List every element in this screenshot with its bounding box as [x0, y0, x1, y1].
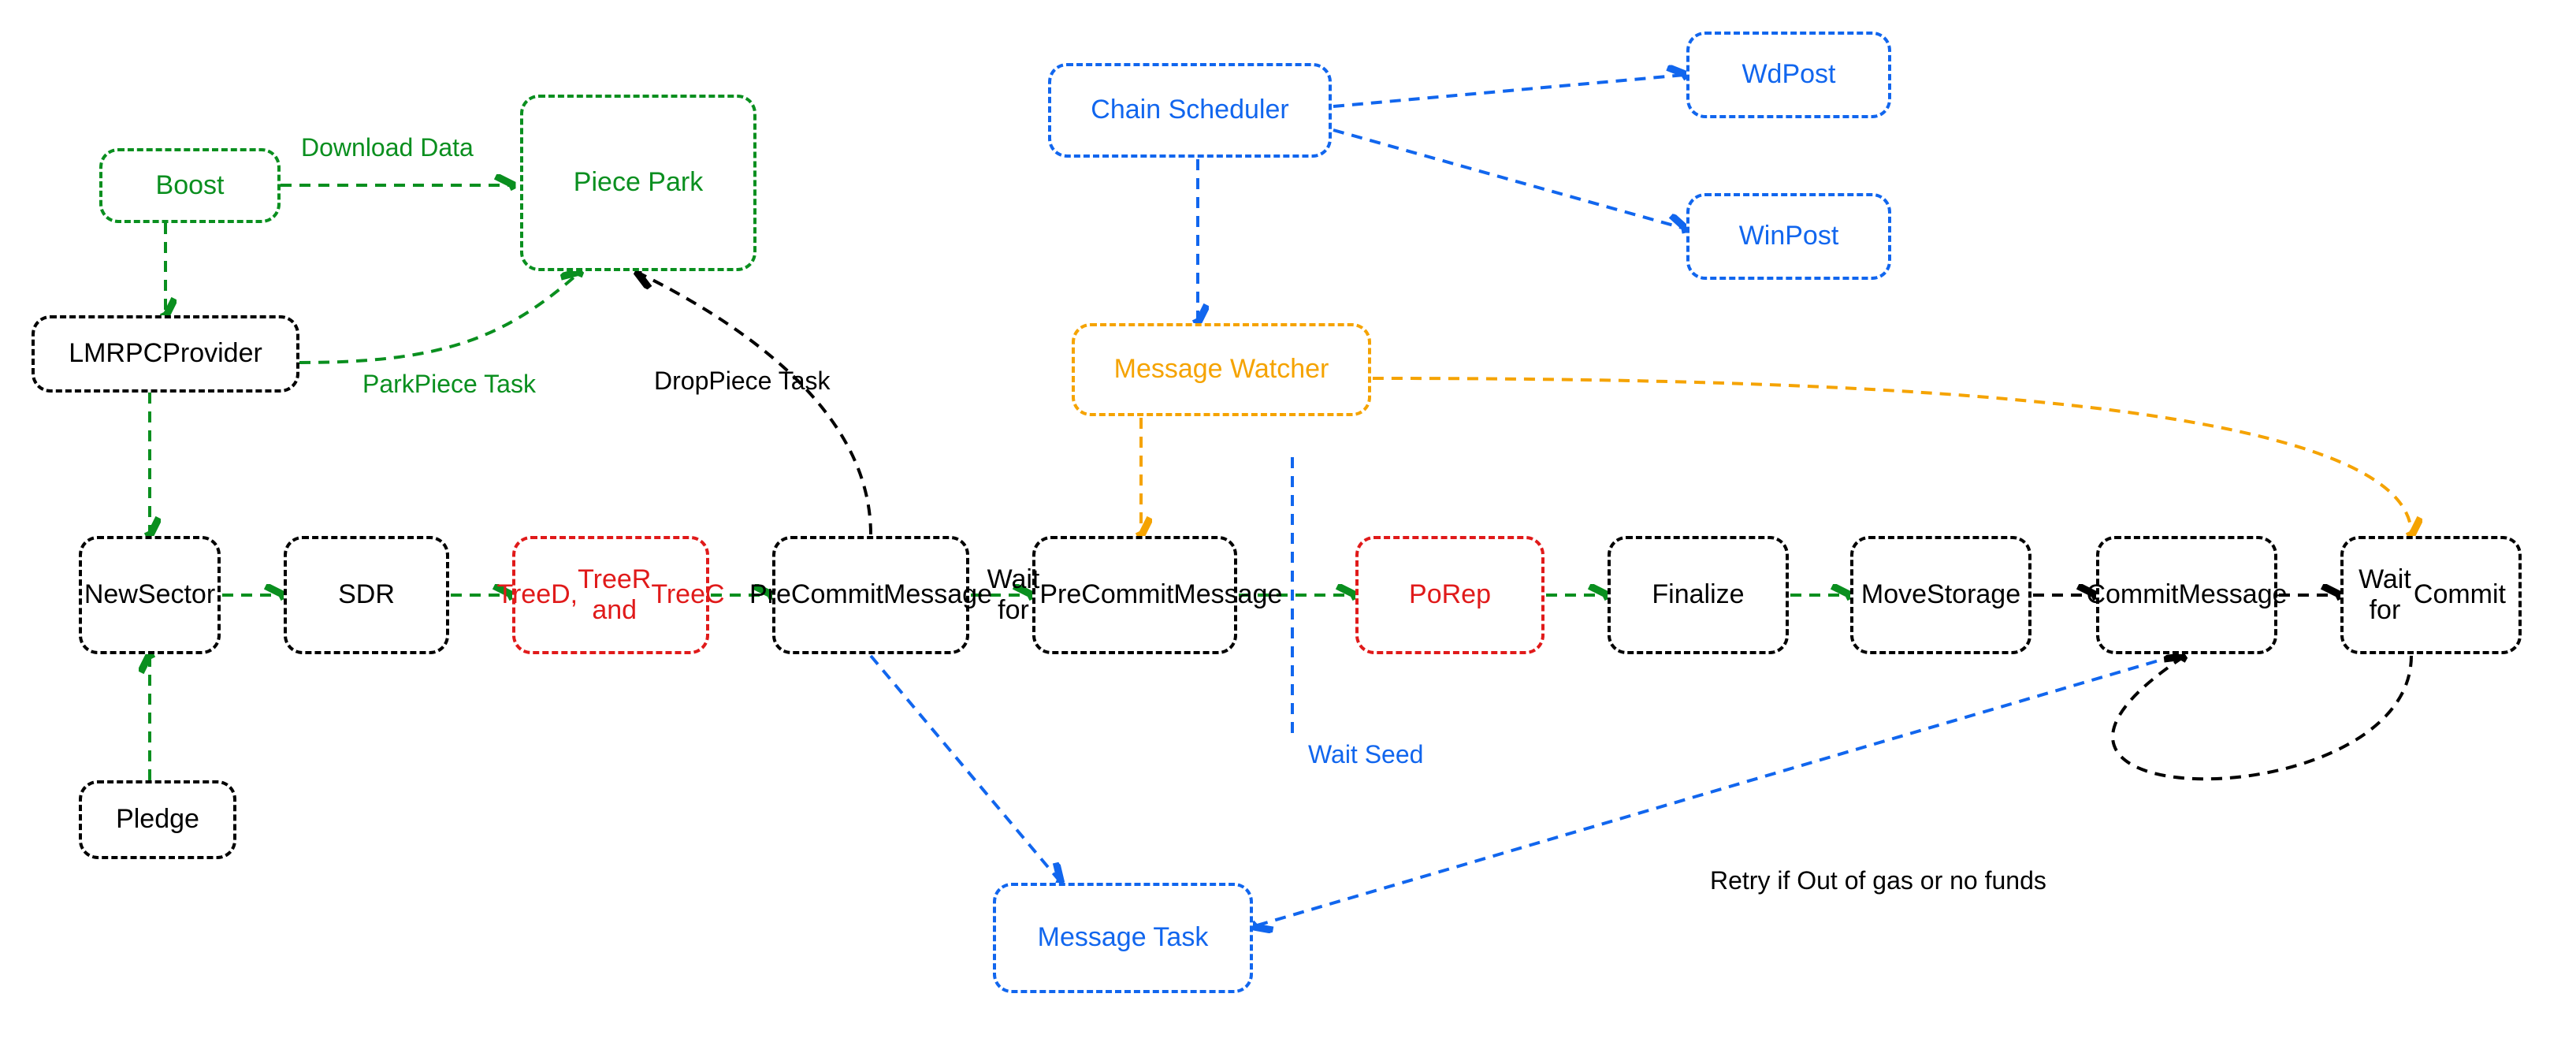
node-sdr: SDR: [284, 536, 449, 654]
node-boost: Boost: [99, 148, 281, 223]
node-treedrc: TreeD,TreeR andTreeC: [512, 536, 709, 654]
edge-precommit-msgtask: [871, 656, 1060, 881]
node-finalize: Finalize: [1608, 536, 1789, 654]
edge-waitcommit-commitmsg: [2113, 656, 2411, 779]
node-lmrpc: LMRPCProvider: [32, 315, 299, 393]
node-chainsched: Chain Scheduler: [1048, 63, 1332, 158]
node-newsector: NewSector: [79, 536, 221, 654]
label-parkpiece_task: ParkPiece Task: [362, 370, 536, 398]
label-droppiece_task: DropPiece Task: [654, 367, 831, 395]
node-precommitmsg: PreCommitMessage: [772, 536, 969, 654]
node-porep: PoRep: [1355, 536, 1544, 654]
edge-chainsched-winpost: [1333, 130, 1685, 229]
node-pledge: Pledge: [79, 780, 236, 859]
node-piecepark: Piece Park: [520, 95, 756, 271]
edge-chainsched-wdpost: [1333, 75, 1685, 106]
node-winpost: WinPost: [1686, 193, 1891, 280]
node-movestorage: MoveStorage: [1850, 536, 2031, 654]
node-waitcommit: Wait forCommit: [2340, 536, 2522, 654]
diagram-canvas: Boost Piece Park LMRPCProvider NewSector SDR…: [0, 0, 2576, 1042]
label-download_data: Download Data: [301, 134, 474, 162]
node-msgtask: Message Task: [993, 883, 1253, 993]
node-waitprecommit: Wait forPreCommitMessage: [1032, 536, 1237, 654]
edge-precommit-piecepark: [638, 273, 871, 534]
node-wdpost: WdPost: [1686, 32, 1891, 118]
edge-watcher-waitcommit: [1373, 378, 2411, 534]
label-wait_seed: Wait Seed: [1308, 741, 1423, 768]
node-msgwatcher: Message Watcher: [1072, 323, 1371, 416]
edge-lmrpc-piecepark: [299, 273, 579, 363]
label-retry: Retry if Out of gas or no funds: [1710, 867, 2046, 895]
node-commitmsg: CommitMessage: [2096, 536, 2277, 654]
